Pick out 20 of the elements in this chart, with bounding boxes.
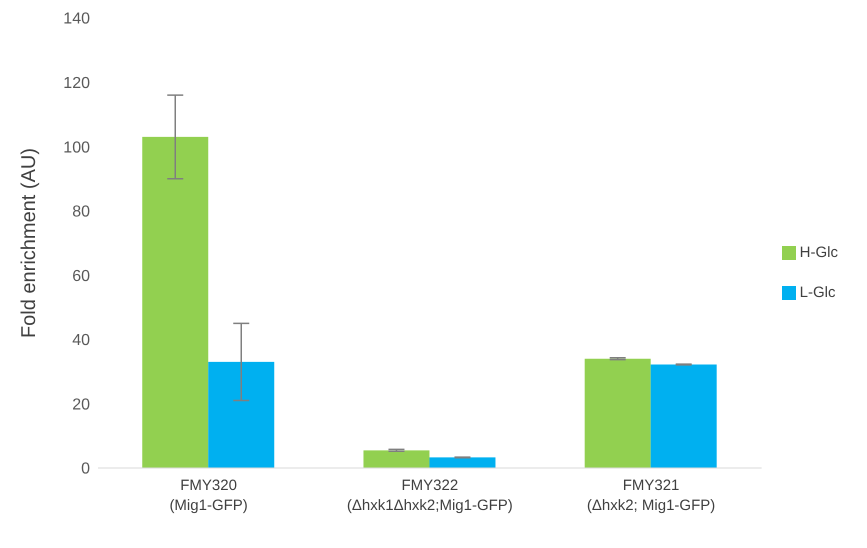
- y-tick-label: 60: [72, 268, 90, 285]
- y-tick-label: 40: [72, 332, 90, 350]
- bar: [142, 136, 208, 468]
- x-tick-label: FMY322 (Δhxk1Δhxk2;Mig1-GFP): [346, 477, 513, 514]
- y-tick-label: 80: [72, 204, 90, 221]
- bar: [429, 457, 496, 468]
- x-tick-label: FMY320 (Mig1-GFP): [169, 477, 248, 514]
- y-tick-label: 120: [63, 74, 90, 92]
- y-tick-label: 100: [63, 139, 90, 156]
- y-tick-label: 20: [72, 396, 90, 414]
- legend-label: L-Glc: [800, 284, 836, 301]
- y-tick-label: 0: [81, 460, 90, 478]
- y-tick-label: 140: [63, 10, 90, 28]
- x-tick-label: FMY321 (Δhxk2; Mig1-GFP): [586, 477, 716, 514]
- y-axis-title: Fold enrichment (AU): [18, 148, 40, 338]
- bar: [208, 362, 274, 468]
- bar: [584, 358, 651, 468]
- bar: [650, 364, 717, 468]
- legend-label: H-Glc: [800, 244, 838, 261]
- bar: [363, 450, 430, 468]
